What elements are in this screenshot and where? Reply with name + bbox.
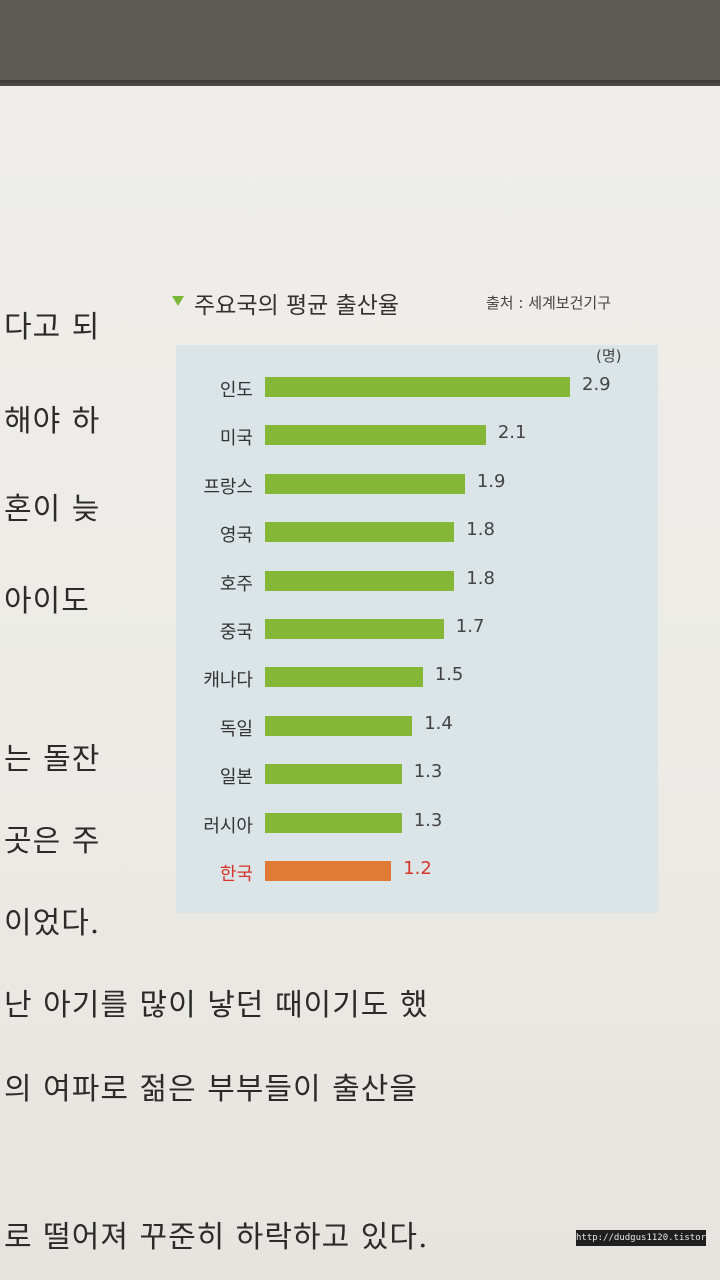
bar-category-label: 프랑스 (203, 476, 253, 498)
body-text-line: 의 여파로 젊은 부부들이 출산을 (4, 1072, 418, 1107)
bar-value-label: 2.1 (497, 422, 527, 444)
chart-source: 출처 : 세계보건기구 (486, 294, 611, 312)
bar (265, 861, 392, 881)
page-edge-shadow (0, 80, 720, 90)
bar (265, 377, 570, 397)
bar-value-label: 2.9 (582, 374, 611, 395)
bar (265, 619, 444, 639)
bar-category-label: 인도 (219, 380, 253, 401)
body-text-line: 는 돌잔 (4, 742, 101, 777)
bar-category-label: 한국 (219, 864, 253, 885)
bar (265, 425, 486, 446)
body-text-line: 해야 하 (4, 404, 101, 439)
bar-category-label: 영국 (219, 525, 253, 547)
bar-value-label: 1.2 (403, 858, 432, 879)
bar-value-label: 1.5 (434, 664, 464, 686)
bar-category-label: 미국 (219, 428, 253, 450)
bar-category-label: 호주 (219, 573, 253, 595)
bar-category-label: 독일 (219, 718, 253, 740)
body-text-line: 이었다. (4, 906, 101, 941)
bar-value-label: 1.8 (466, 567, 495, 589)
bar-value-label: 1.9 (476, 470, 506, 492)
bar-category-label: 러시아 (203, 815, 253, 837)
bar (265, 522, 455, 543)
bar-value-label: 1.4 (424, 712, 453, 734)
bar (265, 764, 402, 785)
body-text-line: 아이도 (4, 584, 90, 619)
bar (265, 570, 455, 591)
body-text-line: 다고 되 (4, 310, 101, 345)
chart-unit-label: (명) (596, 347, 622, 365)
body-text-line: 로 떨어져 꾸준히 하락하고 있다. (4, 1220, 429, 1255)
watermark-url: http://dudgus1120.tistory.com (576, 1230, 720, 1246)
bar (265, 667, 423, 688)
body-text-line: 난 아기를 많이 낳던 때이기도 했 (4, 988, 429, 1023)
bar (265, 812, 402, 833)
bar-value-label: 1.3 (413, 761, 443, 783)
bar-value-label: 1.8 (466, 519, 495, 541)
body-text-line: 곳은 주 (4, 824, 101, 859)
triangle-bullet-icon (172, 296, 184, 306)
bar-category-label: 중국 (219, 622, 253, 643)
bar (265, 473, 465, 494)
bar (265, 715, 413, 736)
bar-category-label: 캐나다 (203, 670, 253, 692)
bar-value-label: 1.7 (455, 616, 485, 637)
chart-title: 주요국의 평균 출산율 (194, 293, 400, 319)
bar-category-label: 일본 (219, 767, 253, 789)
body-text-line: 혼이 늦 (4, 492, 101, 527)
bar-value-label: 1.3 (413, 809, 443, 831)
